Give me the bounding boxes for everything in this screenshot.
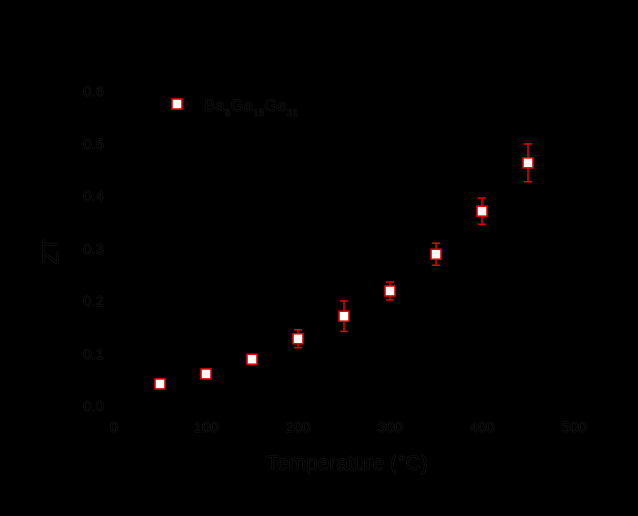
y-tick-label: 0.5 <box>83 135 104 153</box>
data-point-marker <box>384 285 396 297</box>
data-point-marker <box>338 310 350 322</box>
y-tick-label: 0.0 <box>83 398 104 415</box>
legend-element-ga: Ga <box>230 96 254 115</box>
x-tick-label: 500 <box>561 419 587 436</box>
x-axis-label: Temperature (°C) <box>266 452 428 475</box>
legend-subscript: 8 <box>224 108 231 119</box>
data-series <box>154 143 534 390</box>
legend-subscript: 15 <box>253 108 265 119</box>
data-point-marker <box>522 157 534 169</box>
x-tick-label: 300 <box>377 419 403 436</box>
data-point-marker <box>154 378 166 390</box>
legend-subscript: 31 <box>286 108 298 119</box>
legend-element-ba: Ba <box>204 96 225 115</box>
data-point-marker <box>292 332 304 345</box>
x-tick-label: 200 <box>285 419 311 436</box>
y-axis-label: ZT <box>38 237 64 265</box>
legend-marker-icon <box>171 98 183 110</box>
y-tick-label: 0.3 <box>83 240 104 258</box>
x-tick-label: 100 <box>193 419 219 436</box>
data-point-marker <box>200 368 212 380</box>
x-tick-label: 400 <box>469 419 495 436</box>
y-tick-label: 0.4 <box>83 188 104 205</box>
data-point-marker <box>476 205 488 217</box>
y-tick-label: 0.6 <box>83 83 104 100</box>
legend-element-ge: Ge <box>264 96 287 115</box>
x-tick-label: 0 <box>109 419 119 436</box>
data-point-marker <box>430 248 442 261</box>
y-tick-label: 0.2 <box>83 293 104 310</box>
legend-label: Ba8Ga15Ge31 <box>204 96 298 119</box>
data-point-marker <box>246 353 258 366</box>
y-tick-label: 0.1 <box>83 345 104 363</box>
